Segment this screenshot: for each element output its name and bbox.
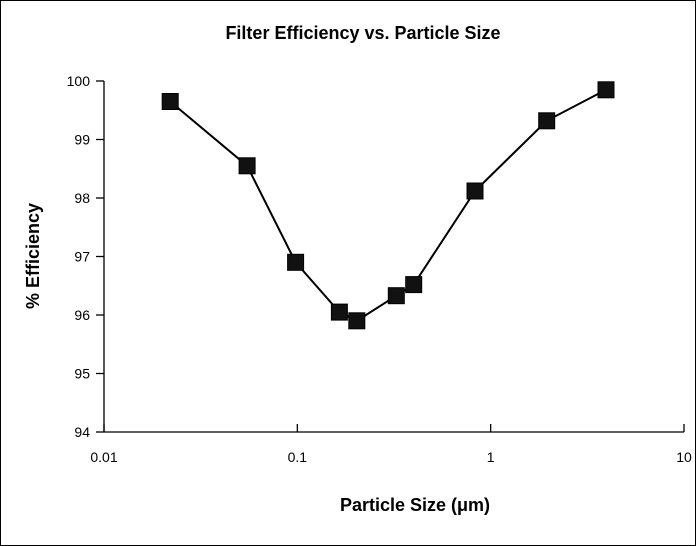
y-tick-label: 96 — [74, 307, 90, 323]
y-tick-label: 97 — [74, 249, 90, 265]
x-axis-label: Particle Size (μm) — [340, 495, 490, 515]
y-tick-label: 98 — [74, 190, 90, 206]
data-point — [348, 312, 366, 330]
x-tick-label: 0.01 — [90, 449, 117, 465]
ticks — [96, 80, 685, 433]
data-point — [238, 157, 256, 175]
axes — [103, 81, 684, 433]
y-tick-label: 95 — [74, 366, 90, 382]
x-tick-label: 10 — [676, 449, 692, 465]
tick-labels: 94 95 96 97 98 99 100 0.01 0.1 1 10 — [67, 73, 692, 465]
data-point — [287, 253, 305, 271]
data-point — [161, 93, 179, 110]
series-line — [169, 88, 607, 322]
x-tick-label: 0.1 — [288, 449, 308, 465]
series-group — [161, 81, 615, 330]
data-point — [330, 303, 348, 321]
y-tick-label: 99 — [74, 132, 90, 148]
data-point — [466, 182, 484, 200]
y-tick-label: 94 — [74, 424, 90, 440]
data-point — [538, 112, 556, 130]
x-tick-label: 1 — [487, 449, 495, 465]
chart-title: Filter Efficiency vs. Particle Size — [225, 23, 500, 43]
data-point — [387, 287, 405, 305]
data-point — [405, 276, 423, 294]
data-point — [597, 81, 615, 99]
y-tick-label: 100 — [67, 73, 91, 89]
y-axis-label: % Efficiency — [23, 203, 43, 309]
